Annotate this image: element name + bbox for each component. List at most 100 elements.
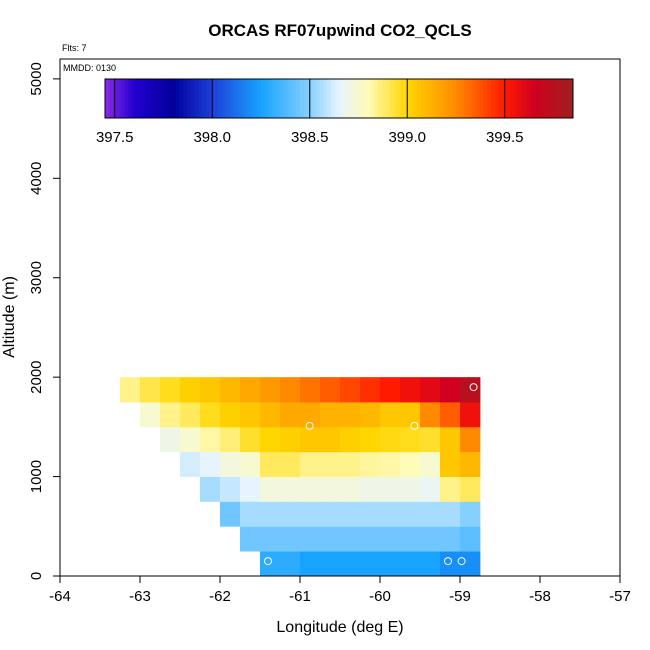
heatmap-cell-r4-c4 [260,451,281,477]
heatmap-cell-r4-c7 [320,451,341,477]
observation-points [264,383,478,566]
colorbar-swatch-3 [116,79,122,118]
colorbar-swatch-117 [561,79,566,118]
colorbar-swatch-95 [475,79,480,118]
flights-annotation: Flts: 7 [62,43,87,53]
colorbar-swatch-43 [272,79,278,118]
heatmap-cell-r2-c8 [380,501,401,527]
colorbar-swatch-57 [327,79,332,118]
colorbar-swatch-15 [163,79,168,118]
colorbar-swatch-48 [292,79,297,118]
heatmap-cell-r5-c0 [160,426,181,453]
colorbar-swatch-73 [389,79,395,118]
colorbar-swatch-25 [202,79,207,118]
colorbar-swatch-118 [565,79,570,118]
colorbar-swatch-90 [456,79,461,118]
y-tick-label-3: 3000 [28,261,45,294]
heatmap-cell-r2-c9 [400,501,421,527]
colorbar-swatch-13 [155,79,161,118]
colorbar-swatch-5 [124,79,129,118]
heatmap-cell-r5-c1 [180,426,201,453]
observation-point-0 [264,557,272,566]
heatmap-cell-r5-c12 [400,426,421,453]
heatmap-cell-r0-c3 [320,551,341,577]
colorbar-swatch-60 [339,79,344,118]
colorbar-swatch-16 [167,79,172,118]
heatmap-cell-r5-c13 [420,426,441,453]
y-tick-label-4: 4000 [28,162,45,195]
colorbar-swatch-79 [413,79,418,118]
colorbar-swatch-74 [393,79,398,118]
colorbar-swatch-55 [319,79,324,118]
heatmap-cell-r6-c4 [220,402,241,428]
heatmap-cell-r6-c5 [240,402,261,428]
colorbar-swatch-12 [151,79,157,118]
heatmap-cell-r3-c4 [280,476,301,502]
colorbar-swatch-80 [417,79,422,118]
colorbar-swatch-9 [140,79,145,118]
heatmap-cell-r1-c3 [300,526,321,552]
colorbar-swatch-113 [545,79,551,118]
colorbar-swatch-99 [491,79,496,118]
heatmap-cell-r0-c7 [400,551,421,577]
heatmap-cell-r4-c6 [300,451,321,477]
heatmap-cell-r3-c5 [300,476,321,502]
colorbar-tick-label-0: 397.5 [96,129,134,146]
heatmap-cell-r0-c10 [460,551,481,577]
heatmap-cell-r6-c0 [140,402,161,428]
colorbar-swatch-56 [323,79,328,118]
colorbar-swatch-24 [198,79,203,118]
colorbar-swatch-82 [424,79,430,118]
colorbar-swatch-7 [132,79,137,118]
heatmap-cell-r5-c2 [200,426,221,453]
colorbar-swatch-81 [420,79,426,118]
colorbar-swatch-100 [495,79,500,118]
colorbar-swatch-63 [350,79,356,118]
colorbar-swatch-21 [186,79,192,118]
colorbar-swatch-89 [452,79,457,118]
heatmap-cell-r2-c6 [340,501,361,527]
heatmap-cell-r1-c2 [280,526,301,552]
colorbar-swatch-19 [179,79,184,118]
colorbar-swatch-54 [315,79,320,118]
colorbar-swatch-94 [471,79,476,118]
heatmap-cell-r2-c7 [360,501,381,527]
colorbar: 397.5 398.0 398.5 399.0 399.5 [96,78,574,146]
colorbar-swatch-34 [237,79,242,118]
colorbar-swatch-116 [557,79,562,118]
x-tick-label-6: -58 [529,588,551,605]
colorbar-swatch-37 [249,79,254,118]
colorbar-swatch-88 [448,79,453,118]
y-tick-label-0: 0 [28,572,45,580]
colorbar-swatch-30 [222,79,227,118]
heatmap-cell-r7-c5 [220,377,241,403]
heatmap-cell-r6-c9 [320,402,341,428]
heatmap-cell-r7-c1 [140,377,161,403]
heatmap-cell-r3-c1 [220,476,241,502]
colorbar-swatch-22 [190,79,196,118]
x-tick-label-1: -63 [129,588,151,605]
colorbar-swatch-40 [261,79,266,118]
heatmap-cell-r7-c4 [200,377,221,403]
colorbar-swatch-4 [120,79,125,118]
heatmap-cell-r3-c3 [260,476,281,502]
heatmap-cell-r1-c11 [460,526,481,552]
heatmap-cell-r4-c10 [380,451,401,477]
heatmap-cell-r1-c6 [360,526,381,552]
colorbar-swatch-51 [303,79,309,118]
colorbar-swatch-83 [428,79,434,118]
heatmap-cell-r6-c8 [300,402,321,428]
colorbar-swatch-39 [257,79,262,118]
colorbar-frame [104,78,574,119]
y-tick-label-1: 1000 [28,460,45,493]
colorbar-swatch-47 [288,79,293,118]
heatmap-cell-r3-c7 [340,476,361,502]
mmdd-annotation: MMDD: 0130 [63,63,116,73]
colorbar-swatch-71 [381,79,387,118]
heatmap-cell-r6-c13 [400,402,421,428]
heatmap-cell-r6-c10 [340,402,361,428]
heatmap-cell-r5-c15 [460,426,481,453]
heatmap-cell-r0-c2 [300,551,321,577]
colorbar-swatch-20 [183,79,188,118]
